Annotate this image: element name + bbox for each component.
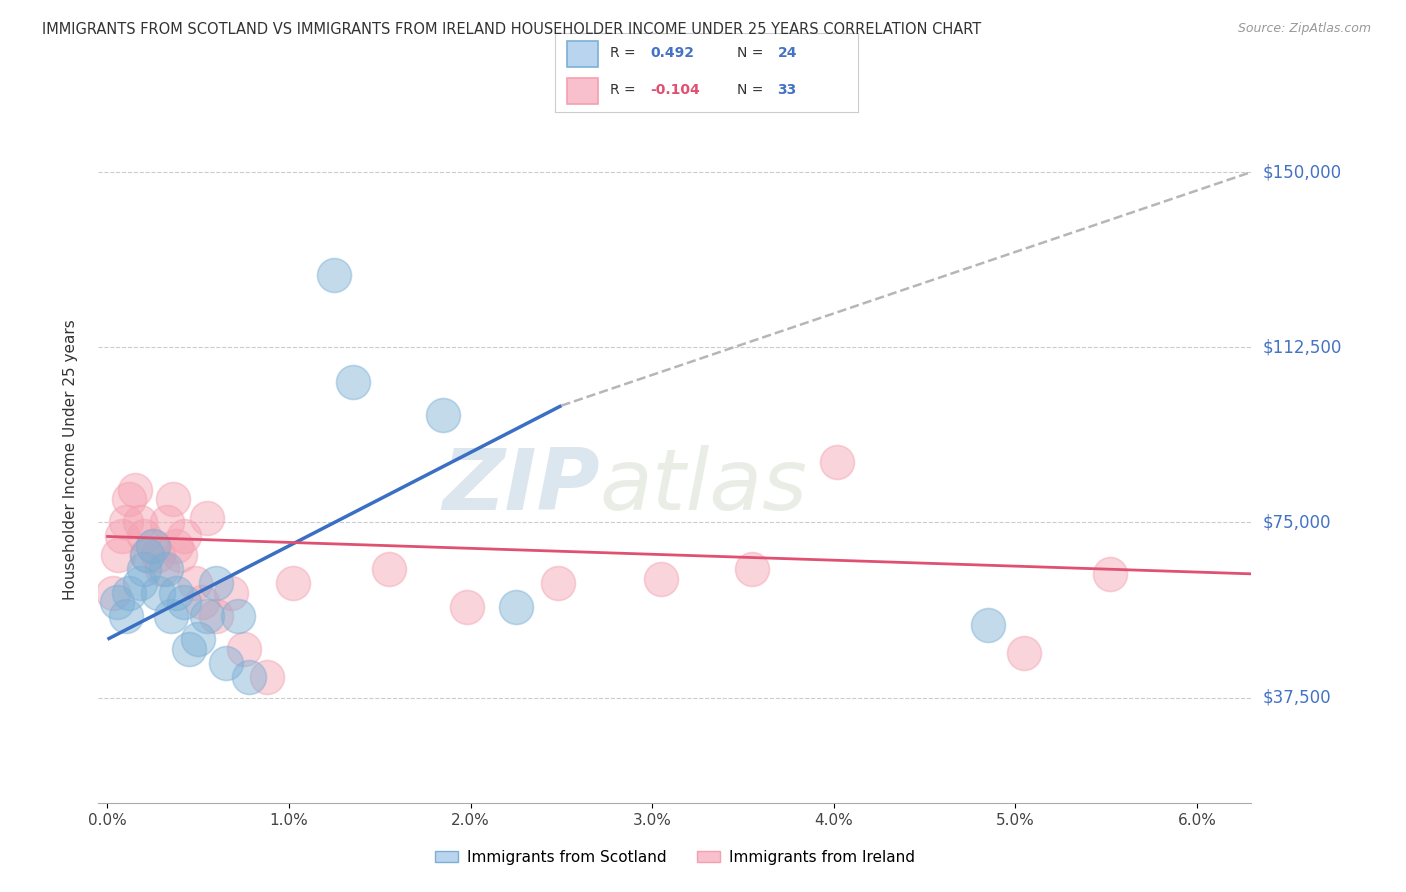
Point [114,516,136,530]
Point [378,562,401,576]
Point [1014,646,1036,660]
Point [219,585,242,599]
Point [118,585,141,599]
Point [132,562,155,576]
Point [1098,566,1121,581]
Text: N =: N = [737,46,768,61]
Point [166,585,188,599]
Text: -0.104: -0.104 [651,83,700,97]
Text: N =: N = [737,83,768,97]
Point [323,268,346,282]
Point [232,641,254,656]
Point [195,510,218,524]
Point [342,376,364,390]
Point [114,608,136,623]
Point [160,608,183,623]
Point [977,618,1000,632]
FancyBboxPatch shape [568,78,598,103]
Point [456,599,478,614]
Text: $75,000: $75,000 [1263,514,1331,532]
Point [129,576,152,591]
Point [101,585,124,599]
Point [105,595,128,609]
Point [191,595,214,609]
Point [132,529,155,543]
Point [432,408,454,422]
Point [166,539,188,553]
Point [650,572,672,586]
Point [169,548,191,562]
Point [214,656,236,670]
Text: atlas: atlas [600,445,808,528]
Point [173,529,195,543]
Text: Source: ZipAtlas.com: Source: ZipAtlas.com [1237,22,1371,36]
Point [505,599,527,614]
Point [195,608,218,623]
Point [129,516,152,530]
Point [155,562,177,576]
Point [111,529,134,543]
Y-axis label: Householder Income Under 25 years: Householder Income Under 25 years [63,319,77,599]
Text: 33: 33 [778,83,797,97]
FancyBboxPatch shape [568,41,598,67]
Point [238,670,260,684]
Point [136,548,159,562]
Text: $112,500: $112,500 [1263,338,1341,356]
Text: 24: 24 [778,46,797,61]
Text: 0.492: 0.492 [651,46,695,61]
Point [281,576,304,591]
Point [150,562,173,576]
Point [148,585,170,599]
Point [136,548,159,562]
Point [205,576,228,591]
Text: IMMIGRANTS FROM SCOTLAND VS IMMIGRANTS FROM IRELAND HOUSEHOLDER INCOME UNDER 25 : IMMIGRANTS FROM SCOTLAND VS IMMIGRANTS F… [42,22,981,37]
Point [179,641,201,656]
Legend: Immigrants from Scotland, Immigrants from Ireland: Immigrants from Scotland, Immigrants fro… [429,844,921,871]
Point [226,608,249,623]
Point [827,455,849,469]
Point [187,632,209,647]
Point [741,562,763,576]
Point [205,608,228,623]
Point [156,516,179,530]
Point [547,576,569,591]
Point [142,539,165,553]
Point [124,483,146,497]
Point [148,548,170,562]
Point [256,670,278,684]
Point [162,492,184,507]
Text: R =: R = [610,46,640,61]
Text: ZIP: ZIP [443,445,600,528]
Text: R =: R = [610,83,640,97]
Text: $150,000: $150,000 [1263,163,1341,181]
Text: $37,500: $37,500 [1263,689,1331,706]
Point [107,548,129,562]
Point [118,492,141,507]
Point [142,539,165,553]
Point [183,576,205,591]
Point [173,595,195,609]
